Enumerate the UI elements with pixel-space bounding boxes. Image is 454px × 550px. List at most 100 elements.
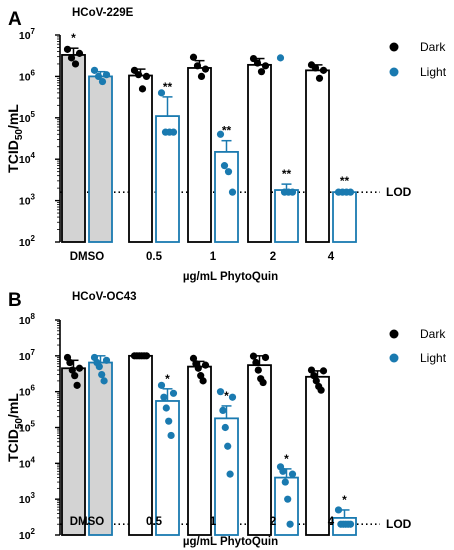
lod-label: LOD [386, 517, 412, 531]
data-point-dark [257, 68, 266, 76]
bar-dark [128, 354, 153, 536]
x-axis-label: µg/mL PhytoQuin [183, 536, 278, 548]
data-point-dark [193, 62, 202, 70]
data-point-light [102, 356, 111, 364]
data-point-dark [311, 64, 320, 72]
data-point-dark [71, 60, 80, 68]
data-point-dark [315, 74, 324, 82]
data-point-dark [73, 381, 81, 389]
bar-dark [247, 364, 272, 536]
data-point-light [224, 442, 232, 450]
data-point-dark [261, 62, 270, 70]
data-point-light [162, 404, 170, 412]
data-point-dark [261, 353, 270, 362]
legend-light-label: Light [420, 65, 447, 79]
y-tick-label: 106 [19, 384, 36, 399]
data-point-dark [197, 72, 206, 80]
data-point-light [216, 130, 225, 138]
significance-star: ** [163, 80, 173, 94]
data-point-dark [75, 364, 84, 372]
data-point-light [167, 431, 175, 440]
data-point-dark [142, 352, 151, 360]
data-point-dark [201, 65, 210, 73]
significance-star: ** [282, 167, 292, 181]
legend-dark-marker [389, 329, 399, 339]
data-point-dark [259, 378, 267, 387]
significance-star: * [342, 493, 347, 507]
data-point-dark [201, 361, 210, 369]
data-point-light [100, 377, 108, 385]
significance-star: ** [222, 124, 232, 138]
bar-dark [187, 67, 212, 243]
bar-light [274, 476, 299, 536]
y-tick-label: 106 [19, 68, 36, 83]
bar-light [332, 191, 357, 243]
data-point-light [346, 188, 355, 196]
data-point-dark [138, 85, 147, 93]
data-point-light [94, 72, 103, 80]
data-point-dark [317, 386, 325, 394]
data-point-dark [253, 59, 262, 67]
legend-dark-label: Dark [420, 327, 446, 341]
x-tick-label: 0.5 [146, 516, 163, 528]
bar-light [88, 75, 113, 243]
data-point-light [221, 423, 229, 432]
significance-star: ** [340, 174, 350, 188]
data-point-light [98, 370, 106, 379]
data-point-light [276, 54, 285, 62]
y-axis-label: TCID50/mL [5, 393, 25, 462]
data-point-light [224, 168, 233, 176]
data-point-dark [134, 71, 143, 79]
lod-label: LOD [386, 185, 412, 199]
x-tick-label: 2 [270, 251, 276, 263]
x-tick-label: 2 [270, 516, 276, 528]
bar-light [214, 417, 239, 536]
virus-title: HCoV-OC43 [72, 291, 137, 303]
data-point-dark [194, 364, 202, 372]
data-point-dark [319, 66, 328, 74]
data-point-light [288, 470, 297, 478]
y-axis-label: TCID50/mL [5, 104, 25, 173]
y-tick-label: 107 [19, 27, 36, 42]
data-point-light [216, 388, 225, 396]
legend-dark-label: Dark [420, 40, 446, 54]
bar-light [274, 189, 299, 243]
data-point-light [226, 470, 234, 478]
data-point-light [228, 393, 237, 401]
data-point-light [220, 162, 229, 170]
bar-light [88, 361, 113, 536]
data-point-light [157, 381, 166, 389]
panel-A: A HCoV-229E 102 103 104 105 106 107 TCID50/mL LOD… [5, 7, 447, 283]
bar-dark [61, 367, 86, 536]
data-point-light [334, 506, 343, 514]
legend-light-marker [389, 353, 399, 363]
data-point-light [169, 128, 178, 136]
bar-dark [187, 365, 212, 536]
x-axis-label: µg/mL PhytoQuin [183, 271, 278, 283]
y-tick-label: 103 [19, 491, 36, 506]
x-tick-label: 0.5 [146, 251, 163, 263]
legend: Dark Light [389, 40, 447, 79]
data-point-dark [319, 367, 328, 375]
data-point-dark [312, 377, 320, 385]
legend-dark-marker [389, 42, 399, 52]
legend: Dark Light [389, 327, 447, 365]
virus-title: HCoV-229E [72, 7, 134, 19]
data-point-light [160, 393, 168, 401]
data-point-light [284, 495, 292, 503]
data-point-dark [71, 372, 79, 380]
data-point-dark [189, 354, 198, 362]
data-point-light [228, 188, 237, 196]
data-point-light [286, 520, 294, 528]
data-point-light [219, 406, 227, 415]
data-point-light [98, 77, 107, 86]
y-tick-label: 108 [19, 312, 36, 327]
significance-star: * [284, 452, 289, 466]
significance-star: * [165, 372, 170, 386]
bar-dark [305, 69, 330, 243]
x-tick-label: DMSO [70, 516, 105, 528]
significance-star: * [71, 31, 76, 45]
bar-dark [61, 54, 86, 243]
data-point-light [165, 417, 173, 425]
